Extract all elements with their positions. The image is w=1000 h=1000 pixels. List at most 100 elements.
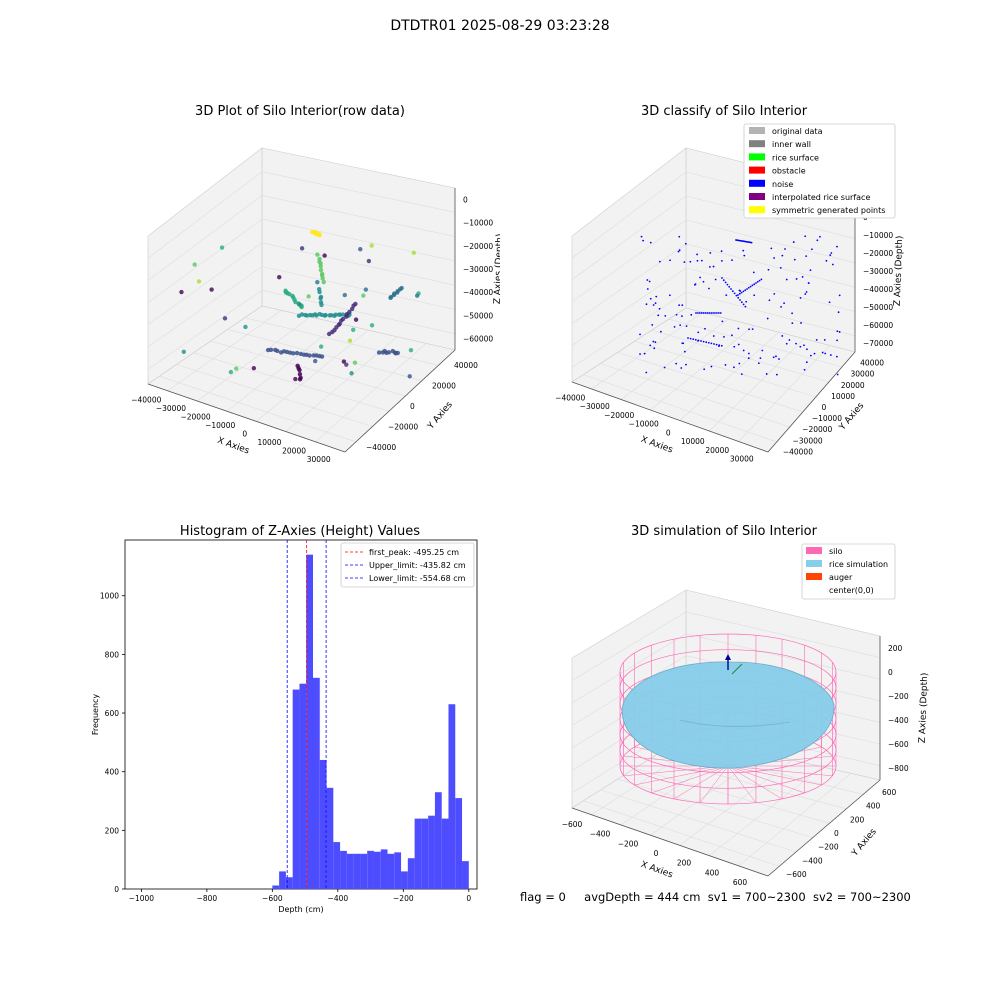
noise-point [699,276,701,279]
cls-x-axis-line [571,381,769,453]
status-footer: flag = 0 avgDepth = 444 cm sv1 = 700~230… [520,890,911,904]
noise-point [714,278,717,281]
histogram-bar [414,818,422,889]
noise-point [752,271,755,274]
noise-point [664,314,667,317]
noise-point [747,286,750,289]
raw-point [342,292,347,298]
noise-point [775,355,777,358]
classify-legend-swatch [749,140,765,148]
raw-point [341,359,347,364]
noise-point [648,280,651,283]
noise-point [791,312,793,315]
histogram-bar [421,818,429,889]
noise-point [646,288,649,290]
cls-grid-line [600,363,790,428]
sim-z-tick-label: −200 [888,692,909,701]
simulation-legend-label: rice simulation [829,560,888,569]
simulation-3d: −600−400−2000200400600−600−400−200020040… [562,543,930,887]
raw-point [407,374,412,379]
sim-grid-line [709,766,822,856]
classify-3d-scatter: −40000−30000−20000−100000100002000030000… [555,123,905,464]
raw-y-tick-label: 40000 [454,361,478,370]
simulation-legend-label: silo [829,547,843,556]
simulation-legend-swatch [806,547,822,554]
histogram-bar [272,885,280,889]
sv1-text: sv1 = 700~2300 [707,890,806,904]
raw-point [399,285,404,291]
noise-point [773,257,775,259]
noise-point [761,349,764,352]
noise-point [837,311,840,314]
sim-y-tick-label: 600 [882,788,897,797]
sim-z-tick-label: 0 [888,668,893,677]
noise-point [793,258,796,261]
histogram-x-tick-label: −1000 [129,894,155,903]
cls-y-tick-label: −30000 [793,436,823,445]
noise-point [836,245,838,248]
noise-point [755,282,757,284]
histogram-title: Histogram of Z-Axies (Height) Values [179,524,421,539]
histogram-bar [346,853,354,889]
noise-point [757,362,760,365]
histogram-bar [306,554,313,889]
noise-point [731,334,733,337]
histogram-y-tick-label: 800 [105,650,120,659]
noise-point [767,268,770,271]
noise-point [722,279,725,282]
noise-point [710,365,713,368]
sim-grid-line [571,655,687,726]
noise-point [758,279,761,282]
histogram-x-tick-label: −400 [328,894,349,903]
raw-y-tick-label: 20000 [432,382,456,391]
raw-point [313,358,318,364]
raw-point [307,353,312,358]
noise-point [669,259,671,262]
noise-point [742,303,745,306]
raw-point [192,262,197,267]
raw-point [222,316,228,321]
noise-point [693,283,696,286]
noise-point [706,312,709,314]
raw-points [179,229,421,382]
raw-point [196,279,202,284]
sim-x-axis-line [571,807,769,877]
noise-point [838,294,841,297]
noise-point [642,239,645,242]
noise-point [745,300,748,303]
noise-point [748,328,750,331]
cls-grid-line [668,318,843,368]
noise-point [795,278,798,280]
raw-grid-line [226,323,340,412]
raw-grid-line [147,218,263,303]
noise-point [781,254,784,257]
noise-point [731,259,733,262]
raw-point [315,252,320,257]
noise-point [742,349,745,352]
noise-point [823,339,826,341]
cls-z-tick-label: −20000 [863,249,893,258]
cls-z-tick-label: −40000 [863,285,893,294]
raw-plot-title: 3D Plot of Silo Interior(row data) [195,104,405,119]
noise-point [702,280,705,283]
raw-point [299,312,305,317]
raw-x-tick-label: −30000 [156,404,186,413]
noise-point [815,339,818,341]
silo-floor-line [727,765,822,786]
noise-point [749,285,752,288]
sim-x-tick-label: 0 [654,849,659,858]
raw-z-tick-label: 0 [463,196,468,205]
noise-point [682,342,685,345]
noise-point [753,294,756,297]
raw-point [333,312,338,317]
noise-point [753,283,756,286]
noise-point [740,291,743,294]
noise-point [719,312,722,314]
sim-y-tick-label: −400 [802,856,823,865]
noise-point [800,322,802,324]
noise-point [746,288,748,290]
sim-grid-line [571,611,687,681]
histogram-bar [448,704,456,889]
sim-z-tick-label: −800 [888,764,909,773]
sim-x-tick-label: −200 [618,839,639,848]
